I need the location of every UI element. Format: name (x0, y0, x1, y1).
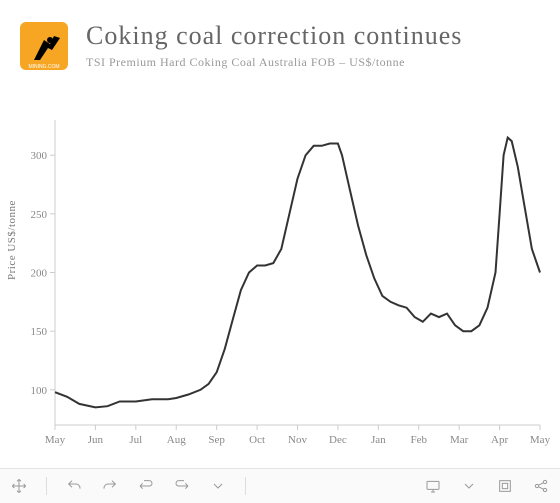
x-tick-label: Jul (129, 434, 142, 446)
toolbar-separator (245, 477, 246, 495)
share-icon[interactable] (532, 477, 550, 495)
revert-icon[interactable] (137, 477, 155, 495)
x-tick-label: Mar (450, 434, 469, 446)
y-tick-label: 150 (31, 326, 48, 338)
chart-subtitle: TSI Premium Hard Coking Coal Australia F… (86, 55, 462, 70)
x-tick-label: May (530, 434, 551, 446)
y-tick-label: 250 (31, 209, 48, 221)
logo-text: MINING.COM (28, 64, 59, 70)
x-tick-label: Jan (371, 434, 386, 446)
fullscreen-icon[interactable] (496, 477, 514, 495)
price-series (55, 138, 540, 408)
move-icon[interactable] (10, 477, 28, 495)
x-tick-label: Jun (88, 434, 104, 446)
x-tick-label: Oct (249, 434, 265, 446)
present-icon[interactable] (424, 477, 442, 495)
header: MINING.COM Coking coal correction contin… (0, 0, 560, 70)
toolbar (0, 468, 560, 503)
x-tick-label: Aug (167, 434, 186, 446)
y-tick-label: 300 (31, 150, 48, 162)
x-tick-label: Sep (208, 434, 225, 446)
x-tick-label: Feb (411, 434, 428, 446)
redo-icon[interactable] (101, 477, 119, 495)
x-tick-label: Dec (329, 434, 347, 446)
price-chart: 100 150 200 250 300 May Jun Jul Aug Sep Oct Nov Dec J… (0, 110, 560, 460)
brand-logo: MINING.COM (20, 22, 68, 70)
x-tick-label: Nov (288, 434, 307, 446)
x-tick-label: Apr (491, 434, 508, 446)
undo-icon[interactable] (65, 477, 83, 495)
chevron-down-icon[interactable] (460, 477, 478, 495)
x-tick-label: May (45, 434, 66, 446)
chevron-down-icon[interactable] (209, 477, 227, 495)
y-tick-label: 200 (31, 268, 48, 280)
chart-title: Coking coal correction continues (86, 22, 462, 51)
refresh-icon[interactable] (173, 477, 191, 495)
y-tick-label: 100 (31, 385, 48, 397)
toolbar-separator (46, 477, 47, 495)
